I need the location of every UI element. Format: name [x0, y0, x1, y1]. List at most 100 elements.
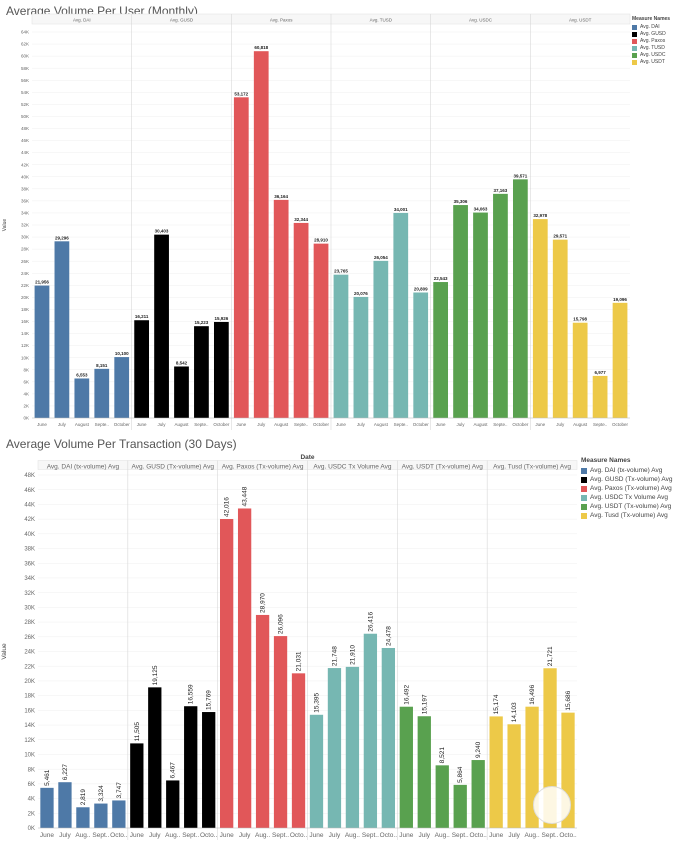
- chart2-y-tick-label: 36K: [24, 561, 35, 567]
- chart2-y-tick-label: 18K: [24, 694, 35, 700]
- chart2-bar: [112, 800, 126, 828]
- chart2-bar: [76, 807, 90, 828]
- chart2-data-label: 6,227: [62, 764, 69, 781]
- chart2-bar: [507, 724, 521, 828]
- chart2-legend-label: Avg. USDC Tx Volume Avg: [590, 494, 669, 501]
- chart1-category-label: July: [158, 422, 167, 427]
- chart2-y-tick-label: 20K: [24, 679, 35, 685]
- chart2-panel-header: Avg. Paxos (Tx-volume) Avg: [222, 463, 304, 470]
- chart2-category-label: Octo..: [470, 832, 488, 839]
- chart2-bar: [237, 508, 252, 828]
- chart1-data-label: 39,571: [513, 173, 527, 178]
- chart1-category-label: October: [313, 422, 330, 427]
- chart1-category-label: July: [457, 422, 466, 427]
- chart1-panel-header: Avg. USDT: [569, 18, 592, 23]
- chart2-bar: [255, 614, 270, 828]
- chart1-y-tick-label: 14K: [21, 331, 29, 336]
- chart1-category-label: July: [357, 422, 366, 427]
- chart2-legend-item[interactable]: Avg. USDC Tx Volume Avg: [581, 493, 672, 502]
- chart2-category-label: Aug..: [435, 832, 450, 839]
- chart1-data-label: 32,344: [294, 217, 308, 222]
- chart1-data-label: 19,096: [613, 297, 627, 302]
- chart1-bar: [233, 97, 249, 419]
- chart2-category-label: July: [419, 832, 431, 839]
- chart1-data-label: 16,211: [135, 314, 149, 319]
- chart2-bar: [435, 765, 449, 828]
- chart1-y-tick-label: 34K: [21, 211, 29, 216]
- chart1-legend-title: Measure Names: [632, 16, 671, 22]
- chart2-legend-item[interactable]: Avg. USDT (Tx-volume) Avg: [581, 502, 672, 511]
- chart1-y-tick-label: 32K: [21, 223, 29, 228]
- chart1-y-tick-label: 18K: [21, 307, 29, 312]
- chart1-y-tick-label: 22K: [21, 283, 29, 288]
- chart2-legend-item[interactable]: Avg. GUSD (Tx-volume) Avg: [581, 475, 672, 484]
- chart1-legend-swatch: [632, 53, 637, 58]
- chart1-category-label: Septe..: [394, 422, 408, 427]
- chart2-legend-label: Avg. USDT (Tx-volume) Avg: [590, 503, 672, 510]
- chart1-y-tick-label: 36K: [21, 198, 29, 203]
- chart1-data-label: 15,798: [573, 317, 587, 322]
- chart1-bar: [473, 212, 488, 418]
- chart2-legend-item[interactable]: Avg. Tusd (Tx-volume) Avg: [581, 511, 672, 520]
- chart1-data-label: 34,001: [394, 207, 408, 212]
- chart2-data-label: 6,467: [170, 762, 177, 779]
- chart1-legend-item[interactable]: Avg. TUSD: [632, 45, 670, 52]
- chart1-legend-label: Avg. DAI: [640, 24, 660, 30]
- chart1-legend-item[interactable]: Avg. DAI: [632, 24, 670, 31]
- chart1-legend-item[interactable]: Avg. GUSD: [632, 31, 670, 38]
- chart2-category-label: Sept..: [272, 832, 289, 839]
- chart1-legend-swatch: [632, 25, 637, 30]
- chart2-legend: Measure Names Avg. DAI (tx-volume) Avg Av…: [581, 456, 672, 520]
- chart1-bar: [194, 326, 209, 418]
- chart2-category-label: Aug..: [345, 832, 360, 839]
- chart2-category-label: Octo..: [200, 832, 218, 839]
- chart2-bar: [399, 706, 413, 828]
- chart2-data-label: 15,174: [493, 694, 500, 714]
- chart2-data-label: 26,096: [278, 614, 285, 634]
- chart1-bar: [592, 375, 608, 418]
- chart2-category-label: Octo..: [110, 832, 128, 839]
- chart1-category-label: August: [573, 422, 588, 427]
- chart2-bar: [363, 633, 378, 828]
- chart1-legend-swatch: [632, 32, 637, 37]
- chart2-legend-item[interactable]: Avg. DAI (tx-volume) Avg: [581, 466, 672, 475]
- chart1-category-label: August: [274, 422, 289, 427]
- chart2-category-label: June: [130, 832, 144, 839]
- chart2-category-label: July: [508, 832, 520, 839]
- chart2-y-tick-label: 4K: [28, 797, 35, 803]
- chart2-bar: [471, 760, 485, 828]
- chart2-bar: [453, 784, 467, 828]
- chart1-y-tick-label: 60K: [21, 54, 29, 59]
- chart1-data-label: 6,977: [594, 370, 606, 375]
- chart2-category-label: June: [309, 832, 323, 839]
- chart1-bar: [493, 193, 508, 418]
- chart1-category-label: Septe..: [95, 422, 109, 427]
- chart1-y-tick-label: 50K: [21, 114, 29, 119]
- chart2-category-label: July: [59, 832, 71, 839]
- chart2-data-label: 15,197: [421, 694, 428, 714]
- chart1-data-label: 22,543: [434, 276, 448, 281]
- chart1-y-tick-label: 20K: [21, 295, 29, 300]
- chart1-bar: [34, 285, 50, 418]
- chart1-legend-item[interactable]: Avg. USDT: [632, 59, 670, 66]
- chart2-y-tick-label: 22K: [24, 664, 35, 670]
- chart2-legend-item[interactable]: Avg. Paxos (Tx-volume) Avg: [581, 484, 672, 493]
- chart2-bar: [148, 687, 162, 828]
- chart2-bar: [58, 782, 72, 828]
- chart1-category-label: October: [413, 422, 430, 427]
- chart2-x-axis-title: Date: [300, 454, 314, 461]
- chart1-bar: [333, 274, 349, 418]
- chart1-legend-item[interactable]: Avg. Paxos: [632, 38, 670, 45]
- chart2-legend-swatch: [581, 494, 587, 501]
- chart1-y-tick-label: 30K: [21, 235, 29, 240]
- watermark-logo: [533, 786, 571, 824]
- chart2-bar: [40, 787, 54, 828]
- chart2-data-label: 43,448: [242, 486, 249, 506]
- chart2-bar: [309, 714, 324, 828]
- chart1-data-label: 28,910: [314, 238, 328, 243]
- chart2-y-tick-label: 12K: [24, 738, 35, 744]
- chart1-legend-item[interactable]: Avg. USDC: [632, 52, 670, 59]
- chart1-y-tick-label: 54K: [21, 90, 29, 95]
- chart2-legend-swatch: [581, 503, 587, 510]
